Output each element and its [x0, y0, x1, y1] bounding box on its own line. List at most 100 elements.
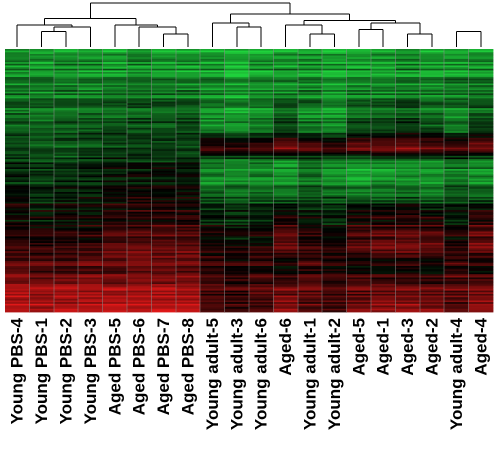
heatmap-cell	[249, 257, 274, 260]
heatmap-cell	[371, 297, 396, 300]
heatmap-cell	[224, 134, 250, 137]
heatmap-cell	[322, 282, 347, 285]
heatmap-cell	[102, 284, 128, 287]
heatmap-cell	[53, 60, 79, 63]
heatmap-cell	[102, 195, 128, 198]
heatmap-cell	[273, 119, 299, 122]
heatmap-cell	[249, 160, 274, 163]
heatmap-cell	[346, 239, 372, 242]
heatmap-cell	[444, 231, 469, 234]
heatmap-cell	[29, 249, 55, 252]
heatmap-cell	[5, 49, 30, 52]
heatmap-cell	[224, 93, 250, 96]
heatmap-cell	[53, 177, 79, 180]
heatmap-cell	[224, 60, 250, 63]
heatmap-cell	[127, 275, 152, 278]
heatmap-cell	[346, 162, 372, 165]
heatmap-cell	[297, 132, 323, 135]
heatmap-cell	[224, 164, 250, 167]
heatmap-cell	[468, 136, 494, 139]
heatmap-cell	[444, 126, 469, 129]
heatmap-cell	[224, 50, 250, 53]
heatmap-cell	[175, 144, 201, 147]
heatmap-cell	[5, 282, 30, 285]
heatmap-cell	[419, 274, 445, 277]
heatmap-cell	[102, 157, 128, 160]
heatmap-cell	[224, 75, 250, 78]
heatmap-cell	[395, 219, 421, 222]
heatmap-cell	[200, 90, 225, 93]
heatmap-cell	[468, 264, 494, 267]
heatmap-cell	[297, 274, 323, 277]
heatmap-cell	[224, 205, 250, 208]
heatmap-cell	[78, 60, 103, 63]
heatmap-cell	[53, 139, 79, 142]
heatmap-cell	[151, 76, 177, 79]
heatmap-cell	[224, 183, 250, 186]
heatmap-cell	[297, 201, 323, 204]
heatmap-cell	[200, 193, 225, 196]
heatmap-cell	[53, 106, 79, 109]
heatmap-cell	[249, 277, 274, 280]
heatmap-cell	[102, 127, 128, 130]
heatmap-cell	[53, 134, 79, 137]
heatmap-cell	[151, 182, 177, 185]
heatmap-cell	[322, 88, 347, 91]
heatmap-cell	[29, 196, 55, 199]
heatmap-cell	[224, 287, 250, 290]
heatmap-cell	[371, 256, 396, 259]
heatmap-cell	[175, 284, 201, 287]
heatmap-cell	[200, 290, 225, 293]
heatmap-cell	[273, 109, 299, 112]
heatmap-cell	[224, 272, 250, 275]
heatmap-cell	[395, 203, 421, 206]
heatmap-cell	[419, 228, 445, 231]
heatmap-cell	[78, 164, 103, 167]
heatmap-cell	[78, 261, 103, 264]
heatmap-cell	[419, 188, 445, 191]
heatmap-cell	[175, 154, 201, 157]
heatmap-cell	[151, 134, 177, 137]
heatmap-cell	[249, 103, 274, 106]
heatmap-cell	[29, 122, 55, 126]
heatmap-cell	[297, 154, 323, 157]
heatmap-cell	[419, 80, 445, 83]
heatmap-cell	[371, 150, 396, 153]
heatmap-cell	[53, 206, 79, 209]
heatmap-cell	[127, 293, 152, 296]
heatmap-cell	[371, 175, 396, 178]
heatmap-cell	[468, 288, 494, 292]
heatmap-cell	[5, 208, 30, 211]
heatmap-cell	[468, 290, 494, 293]
heatmap-cell	[249, 114, 274, 117]
heatmap-cell	[346, 109, 372, 112]
heatmap-cell	[29, 75, 55, 78]
heatmap-cell	[5, 242, 30, 245]
heatmap-cell	[346, 211, 372, 214]
heatmap-cell	[273, 221, 299, 224]
heatmap-cell	[127, 219, 152, 222]
heatmap-cell	[53, 274, 79, 277]
heatmap-cell	[346, 132, 372, 135]
heatmap-cell	[444, 190, 469, 193]
heatmap-cell	[273, 297, 299, 300]
heatmap-cell	[224, 241, 250, 244]
heatmap-cell	[273, 219, 299, 222]
heatmap-cell	[53, 180, 79, 183]
heatmap-cell	[444, 262, 469, 265]
heatmap-cell	[419, 215, 445, 218]
heatmap-cell	[200, 221, 225, 224]
heatmap-cell	[78, 223, 103, 226]
heatmap-cell	[297, 223, 323, 226]
heatmap-cell	[127, 91, 152, 94]
heatmap-cell	[53, 119, 79, 122]
heatmap-cell	[200, 224, 225, 227]
heatmap-cell	[224, 216, 250, 219]
heatmap-cell	[371, 55, 396, 58]
heatmap-cell	[5, 265, 30, 269]
heatmap-cell	[200, 155, 225, 158]
heatmap-cell	[29, 126, 55, 129]
heatmap-cell	[175, 118, 201, 121]
heatmap-cell	[419, 221, 445, 224]
heatmap-cell	[395, 216, 421, 219]
